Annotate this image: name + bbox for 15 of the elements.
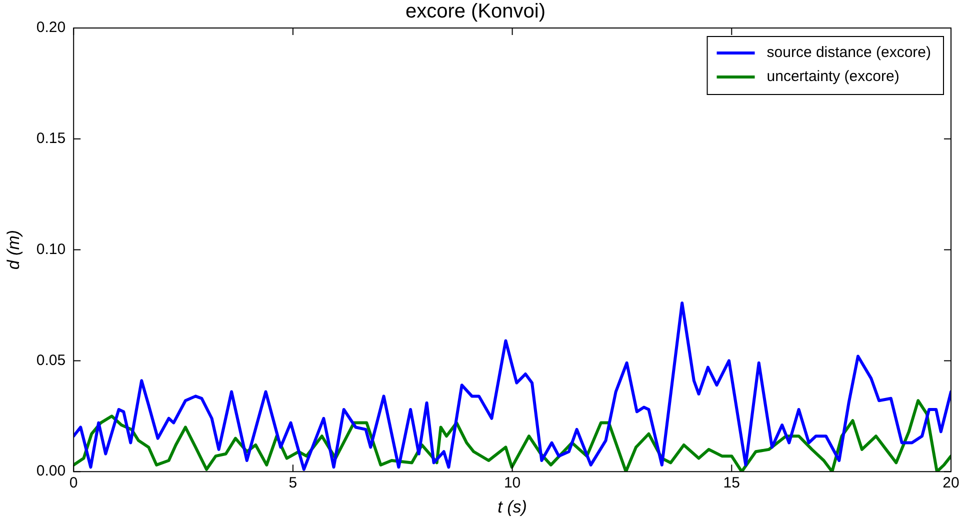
x-tick-label: 20 [942,474,960,492]
x-axis-title: t (s) [498,498,527,517]
legend-label: source distance (excore) [766,44,932,62]
y-tick-label: 0.05 [36,352,66,369]
y-tick-label: 0.00 [36,462,66,480]
x-tick-label: 0 [69,474,78,492]
y-axis-title: d (m) [4,230,23,270]
y-tick-label: 0.15 [36,130,66,148]
chart-title: excore (Konvoi) [405,0,546,23]
y-tick-label: 0.20 [36,19,66,36]
y-tick-label: 0.10 [36,240,66,258]
x-tick-label: 10 [504,474,521,492]
x-tick-label: 5 [288,474,298,492]
x-tick-label: 15 [723,474,740,492]
legend-label: uncertainty (excore) [766,68,900,86]
